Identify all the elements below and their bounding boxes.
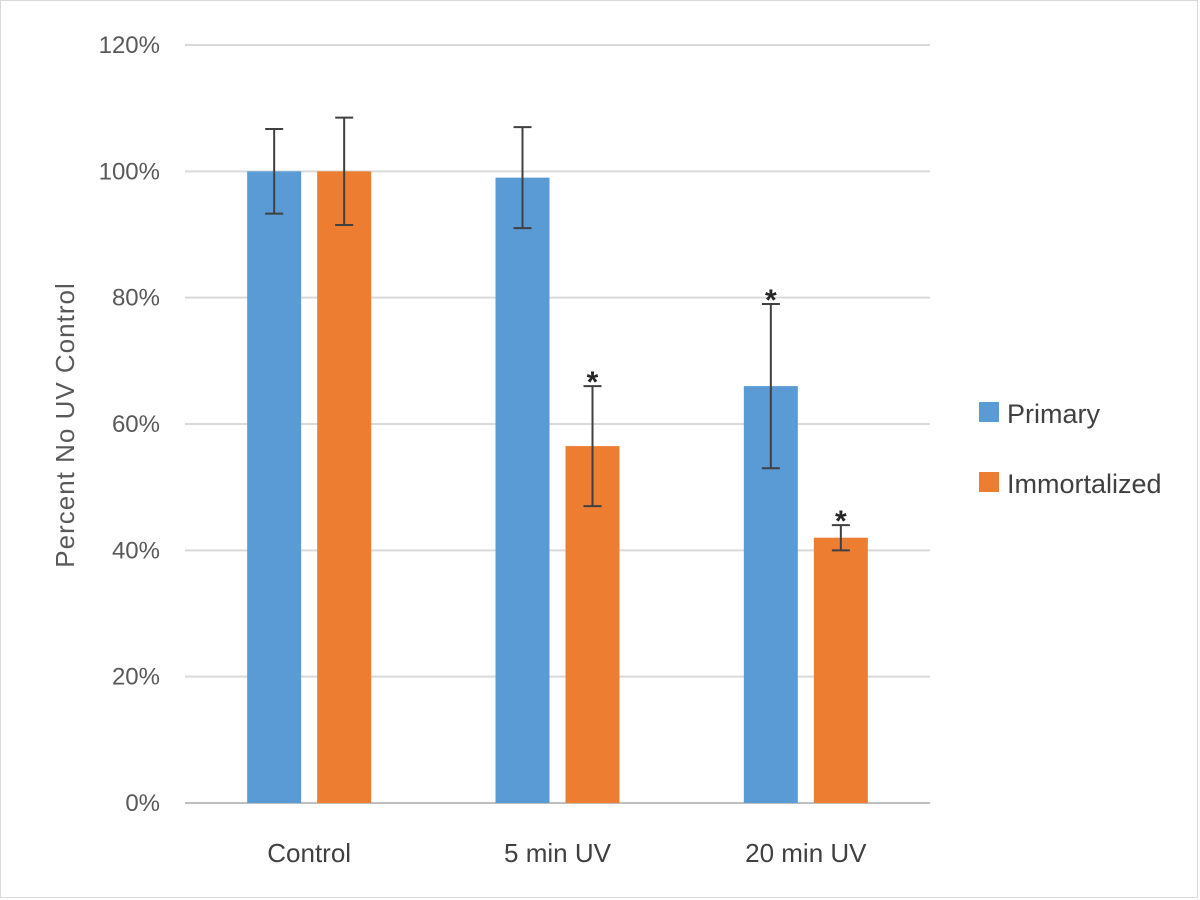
error-bar bbox=[761, 302, 780, 470]
legend-label-immortalized: Immortalized bbox=[1007, 469, 1162, 499]
bars bbox=[247, 171, 868, 804]
x-category-label: 20 min UV bbox=[745, 838, 867, 868]
error-bar bbox=[335, 116, 354, 227]
x-axis-categories: Control 5 min UV 20 min UV bbox=[267, 838, 867, 868]
y-tick-label: 20% bbox=[112, 664, 160, 691]
legend-swatch-primary bbox=[979, 402, 999, 422]
y-tick-label: 0% bbox=[125, 790, 160, 817]
error-bar bbox=[831, 524, 850, 552]
y-tick-label: 40% bbox=[112, 537, 160, 564]
error-bar bbox=[583, 385, 602, 508]
y-tick-label: 60% bbox=[112, 411, 160, 438]
error-bar bbox=[513, 126, 532, 230]
significance-marker: * bbox=[835, 505, 847, 538]
legend-swatch-immortalized bbox=[979, 472, 999, 492]
gridlines bbox=[185, 44, 930, 804]
bar-primary-1 bbox=[495, 177, 550, 803]
error-bar bbox=[265, 128, 284, 215]
x-category-label: Control bbox=[267, 838, 351, 868]
legend: Primary Immortalized bbox=[979, 399, 1162, 499]
y-tick-label: 100% bbox=[99, 158, 160, 185]
x-category-label: 5 min UV bbox=[504, 838, 612, 868]
y-tick-label: 80% bbox=[112, 285, 160, 312]
bar-immortalized-2 bbox=[813, 537, 868, 803]
legend-label-primary: Primary bbox=[1007, 399, 1100, 429]
bar-immortalized-0 bbox=[317, 171, 372, 804]
y-axis-ticks: 0% 20% 40% 60% 80% 100% 120% bbox=[99, 32, 160, 817]
error-bars bbox=[265, 116, 850, 552]
significance-markers: * * * bbox=[587, 284, 847, 538]
significance-marker: * bbox=[587, 366, 599, 399]
y-axis-label: Percent No UV Control bbox=[50, 282, 80, 567]
significance-marker: * bbox=[765, 284, 777, 317]
bar-primary-0 bbox=[247, 171, 302, 804]
y-tick-label: 120% bbox=[99, 32, 160, 59]
